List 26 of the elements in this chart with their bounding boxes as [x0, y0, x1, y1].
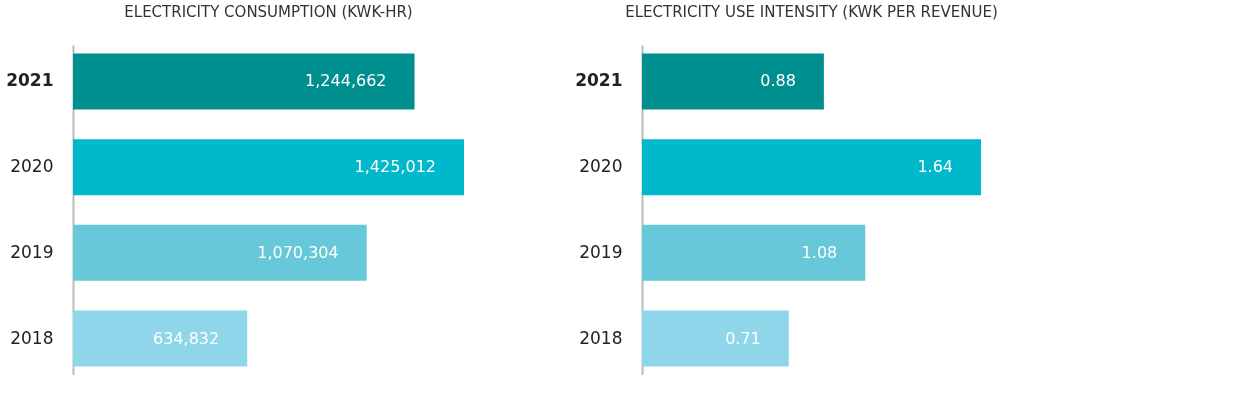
- bar: [73, 139, 464, 196]
- bar: [73, 310, 248, 367]
- bar: [73, 53, 415, 110]
- bar: [642, 53, 824, 110]
- bar: [73, 224, 367, 281]
- bar: [642, 310, 789, 367]
- y-tick-label: 2021: [6, 70, 54, 91]
- data-label: 1,070,304: [257, 242, 339, 262]
- chart-title: ELECTRICITY CONSUMPTION (KWK-HR): [124, 3, 413, 21]
- bar: [642, 139, 981, 196]
- y-tick-label: 2020: [579, 156, 623, 177]
- bar: [642, 224, 866, 281]
- data-label: 634,832: [153, 328, 220, 348]
- data-label: 1.08: [801, 242, 838, 262]
- data-label: 0.71: [725, 328, 761, 348]
- data-label: 1.64: [917, 157, 953, 177]
- data-label: 1,425,012: [354, 157, 436, 177]
- data-label: 1,244,662: [305, 71, 387, 91]
- y-tick-label: 2021: [575, 70, 623, 91]
- y-tick-label: 2020: [10, 156, 54, 177]
- y-tick-label: 2019: [10, 241, 54, 262]
- data-label: 0.88: [760, 71, 796, 91]
- y-tick-label: 2018: [579, 327, 623, 348]
- y-tick-label: 2019: [579, 241, 623, 262]
- chart-title: ELECTRICITY USE INTENSITY (KWK PER REVENUE): [625, 3, 998, 21]
- y-tick-label: 2018: [10, 327, 54, 348]
